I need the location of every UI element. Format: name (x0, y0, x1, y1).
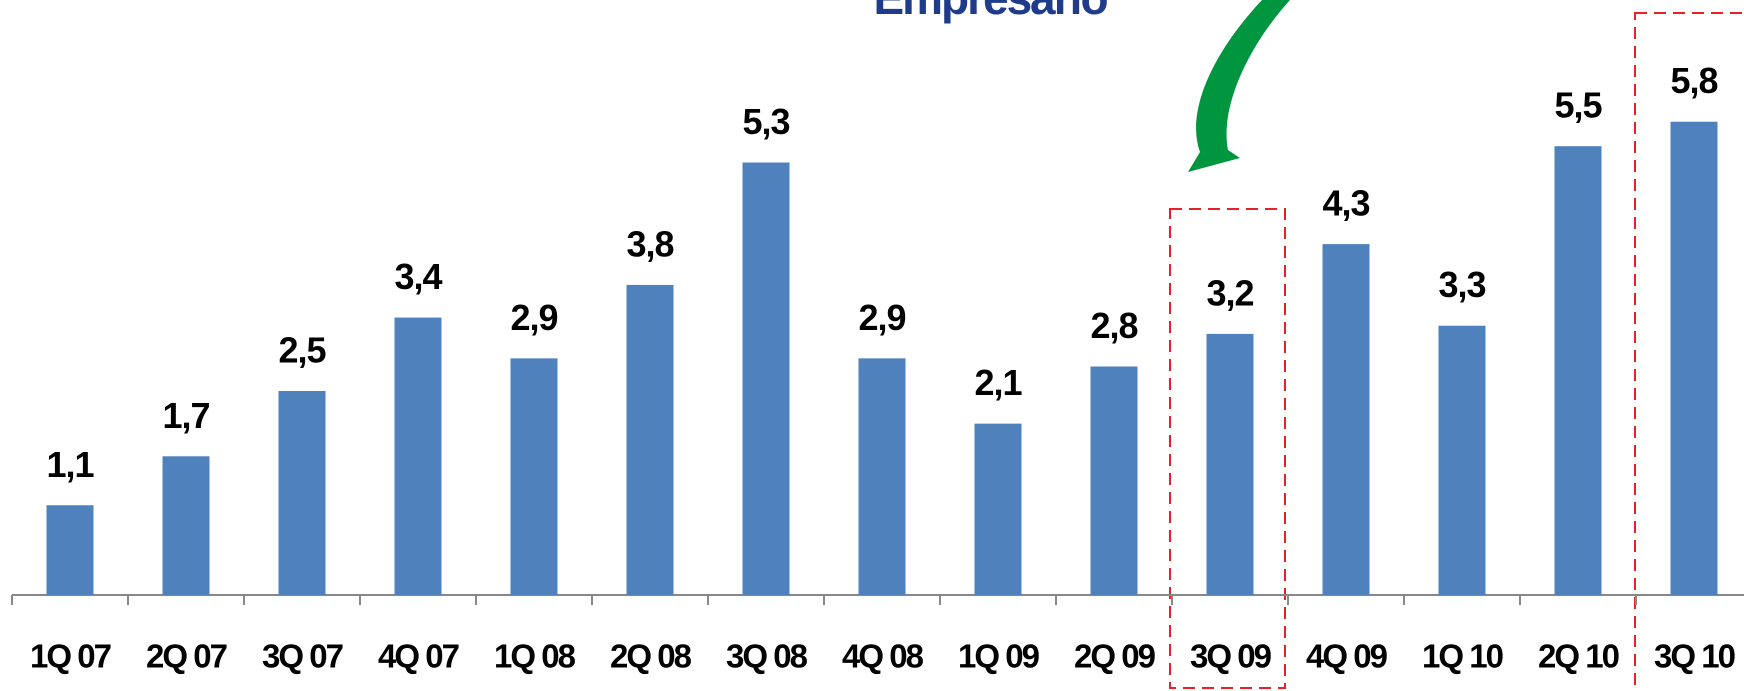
x-tick-label: 1Q 10 (1422, 638, 1503, 675)
bar (626, 284, 674, 595)
x-tick-label: 1Q 07 (30, 638, 111, 675)
value-label: 2,1 (974, 362, 1022, 403)
value-label: 2,9 (510, 297, 557, 338)
x-tick-label: 2Q 08 (610, 638, 692, 675)
x-tick-label: 1Q 09 (958, 638, 1040, 675)
x-tick-label: 3Q 09 (1190, 638, 1272, 675)
bar (1670, 121, 1718, 595)
x-tick-label: 2Q 10 (1538, 638, 1619, 675)
bar (858, 358, 906, 595)
bar (1438, 325, 1486, 595)
value-label: 1,7 (162, 395, 209, 436)
bar (278, 391, 326, 595)
value-label: 1,1 (46, 444, 94, 485)
bar (162, 456, 210, 595)
bar (394, 317, 442, 595)
x-tick-label: 2Q 09 (1074, 638, 1156, 675)
bar (742, 162, 790, 595)
value-label: 3,2 (1206, 272, 1253, 313)
bar (1090, 366, 1138, 595)
value-label: 4,3 (1322, 183, 1369, 224)
arrow (1188, 0, 1290, 172)
highlight-box (1634, 12, 1744, 691)
x-tick-label: 1Q 08 (494, 638, 576, 675)
x-tick-label: 4Q 09 (1306, 638, 1388, 675)
bar (974, 423, 1022, 595)
chart-title: Empresário (873, 0, 1107, 24)
x-tick-label: 4Q 07 (378, 638, 459, 675)
value-label: 5,3 (742, 101, 789, 142)
value-label: 5,5 (1554, 85, 1602, 126)
bar (1322, 244, 1370, 595)
value-label: 5,8 (1670, 60, 1717, 101)
bar (1206, 333, 1254, 595)
bar (1554, 146, 1602, 595)
x-tick-label: 4Q 08 (842, 638, 924, 675)
x-tick-label: 3Q 07 (262, 638, 343, 675)
value-label: 2,9 (858, 297, 905, 338)
value-label: 2,8 (1090, 305, 1137, 346)
bar (46, 505, 94, 595)
value-label: 3,3 (1438, 264, 1485, 305)
x-tick-label: 3Q 08 (726, 638, 808, 675)
highlight-box (1169, 208, 1286, 689)
value-label: 3,8 (626, 223, 673, 264)
value-label: 3,4 (394, 256, 442, 297)
bar (510, 358, 558, 595)
x-tick-label: 2Q 07 (146, 638, 227, 675)
x-tick-label: 3Q 10 (1654, 638, 1735, 675)
value-label: 2,5 (278, 330, 326, 371)
